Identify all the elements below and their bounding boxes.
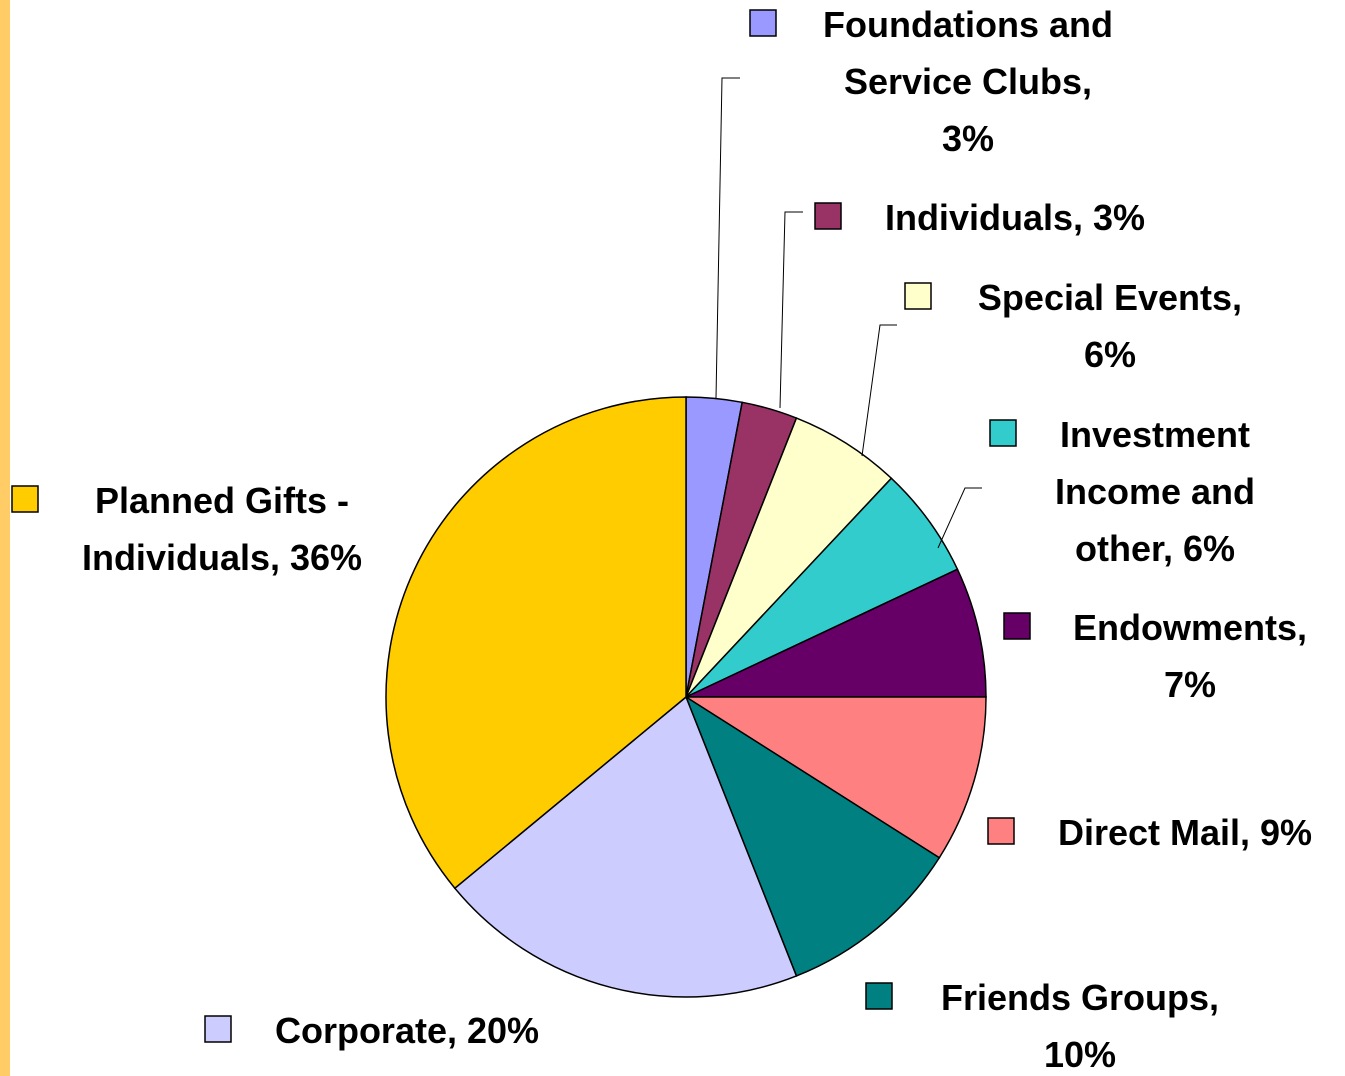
legend-swatch	[989, 419, 1017, 447]
leader-line	[937, 487, 982, 549]
pie	[385, 396, 987, 998]
leader-line	[779, 211, 803, 409]
legend-swatch	[904, 282, 932, 310]
pie-slice	[683, 696, 987, 859]
data-label: Special Events, 6%	[978, 277, 1242, 375]
legend-swatch	[11, 485, 39, 513]
pie-slice	[385, 396, 687, 890]
leader-line	[715, 77, 740, 399]
leader-lines	[715, 77, 982, 549]
pie-slice	[684, 695, 941, 977]
data-label: Corporate, 20%	[275, 1010, 539, 1051]
data-label: Investment Income and other, 6%	[1055, 414, 1255, 569]
leader-line	[861, 324, 897, 457]
legend-swatch	[814, 202, 842, 230]
data-label: Planned Gifts -Individuals, 36%	[82, 480, 362, 578]
legend-swatch	[865, 982, 893, 1010]
data-label: Friends Groups, 10%	[941, 977, 1219, 1075]
pie-slice	[685, 568, 987, 698]
legend-swatch	[749, 9, 777, 37]
data-label: Individuals, 3%	[885, 197, 1145, 238]
data-label: Direct Mail, 9%	[1058, 812, 1312, 853]
side-strip	[0, 0, 10, 1076]
legend-swatch	[1003, 612, 1031, 640]
data-label: Endowments, 7%	[1073, 607, 1307, 705]
pie-slice	[453, 695, 798, 998]
legend-swatch	[204, 1015, 232, 1043]
data-label: Foundations and Service Clubs, 3%	[823, 4, 1113, 159]
legend-swatch	[987, 817, 1015, 845]
